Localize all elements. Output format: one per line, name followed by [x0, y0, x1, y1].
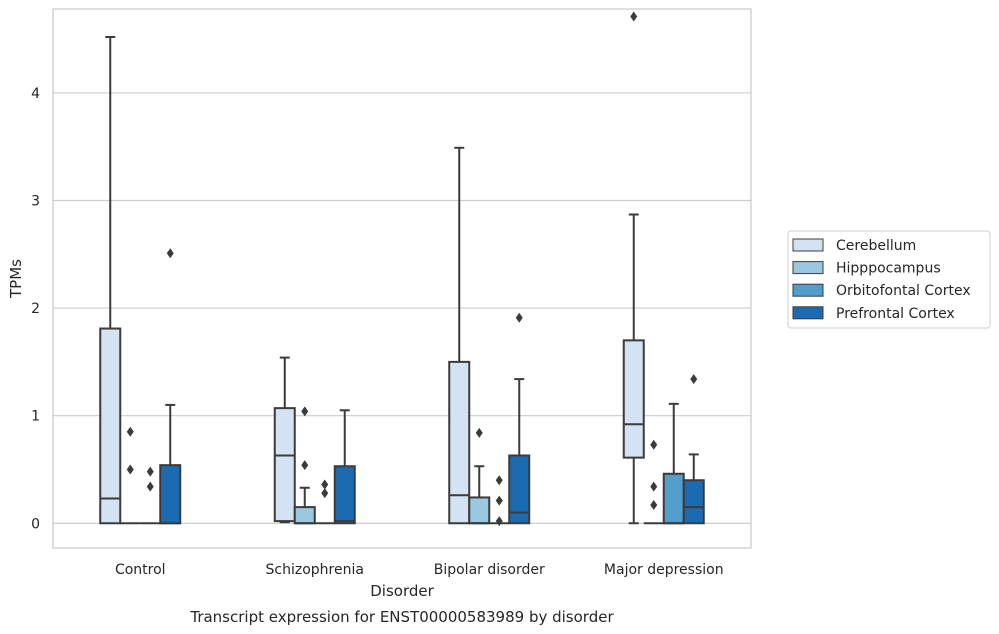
y-axis-label: TPMs — [7, 259, 25, 299]
chart-title: Transcript expression for ENST0000058398… — [189, 608, 614, 626]
box-3-1 — [643, 439, 664, 525]
outlier-point — [126, 426, 134, 437]
box-1-3 — [333, 409, 356, 525]
outlier-point — [690, 374, 698, 385]
box-0-2 — [140, 466, 161, 525]
box-1-0 — [273, 356, 296, 524]
y-tick-label: 4 — [31, 86, 40, 102]
box-0-3 — [159, 248, 182, 525]
box-3-3 — [682, 374, 705, 525]
legend: Cerebellum Hipppocampus Orbitofontal Corte… — [787, 230, 991, 329]
outlier-point — [650, 439, 658, 450]
x-tick-label: Major depression — [604, 562, 724, 578]
box-2-3 — [508, 312, 531, 525]
x-axis-label: Disorder — [370, 582, 434, 600]
y-tick-label: 0 — [31, 516, 40, 532]
plot-frame — [52, 8, 752, 549]
outlier-point — [495, 516, 503, 527]
box-0-0 — [99, 35, 122, 525]
box-2-1 — [468, 427, 491, 525]
legend-label: Hipppocampus — [836, 261, 941, 277]
outlier-point — [301, 406, 309, 417]
box-iqr — [333, 465, 356, 525]
legend-swatch — [792, 306, 824, 320]
box-3-0 — [622, 11, 645, 525]
outlier-point — [475, 427, 483, 438]
box-iqr — [293, 506, 316, 525]
outlier-point — [166, 248, 174, 259]
outlier-point — [495, 495, 503, 506]
outlier-point — [301, 460, 309, 471]
outlier-point — [515, 312, 523, 323]
legend-label: Cerebellum — [836, 238, 916, 254]
box-iqr — [448, 360, 471, 525]
legend-swatch — [792, 261, 824, 275]
box-iqr — [622, 339, 645, 459]
outlier-point — [650, 499, 658, 510]
legend-label: Orbitofontal Cortex — [836, 283, 971, 299]
outlier-point — [650, 481, 658, 492]
outlier-point — [126, 464, 134, 475]
y-tick-label: 2 — [31, 301, 40, 317]
grid-lines — [53, 92, 751, 524]
outlier-point — [630, 11, 638, 22]
y-tick-label: 3 — [31, 194, 40, 210]
box-1-2 — [314, 479, 335, 525]
x-tick-label: Control — [115, 562, 166, 578]
legend-swatch — [792, 283, 824, 297]
legend-frame — [787, 230, 991, 329]
box-iqr — [273, 407, 296, 523]
box-1-1 — [293, 406, 316, 525]
box-iqr — [159, 464, 182, 525]
legend-label: Prefrontal Cortex — [836, 306, 955, 322]
box-2-0 — [448, 146, 471, 525]
box-3-2 — [662, 402, 685, 525]
x-tick-label: Schizophrenia — [266, 562, 364, 578]
outlier-point — [146, 481, 154, 492]
outlier-point — [146, 466, 154, 477]
outlier-point — [321, 479, 329, 490]
box-0-1 — [120, 426, 141, 525]
box-iqr — [662, 472, 685, 525]
legend-swatch — [792, 238, 824, 252]
y-tick-labels: 0 1 2 3 4 — [31, 86, 40, 532]
box-iqr — [682, 479, 705, 525]
box-2-2 — [489, 475, 510, 527]
box-iqr — [99, 327, 122, 525]
y-tick-label: 1 — [31, 409, 40, 425]
box-iqr — [468, 496, 491, 525]
box-iqr — [508, 454, 531, 525]
x-tick-label: Bipolar disorder — [434, 562, 545, 578]
outlier-point — [495, 475, 503, 486]
x-tick-labels: Control Schizophrenia Bipolar disorder Majo… — [115, 562, 724, 578]
outlier-point — [321, 488, 329, 499]
box-series — [99, 11, 705, 527]
